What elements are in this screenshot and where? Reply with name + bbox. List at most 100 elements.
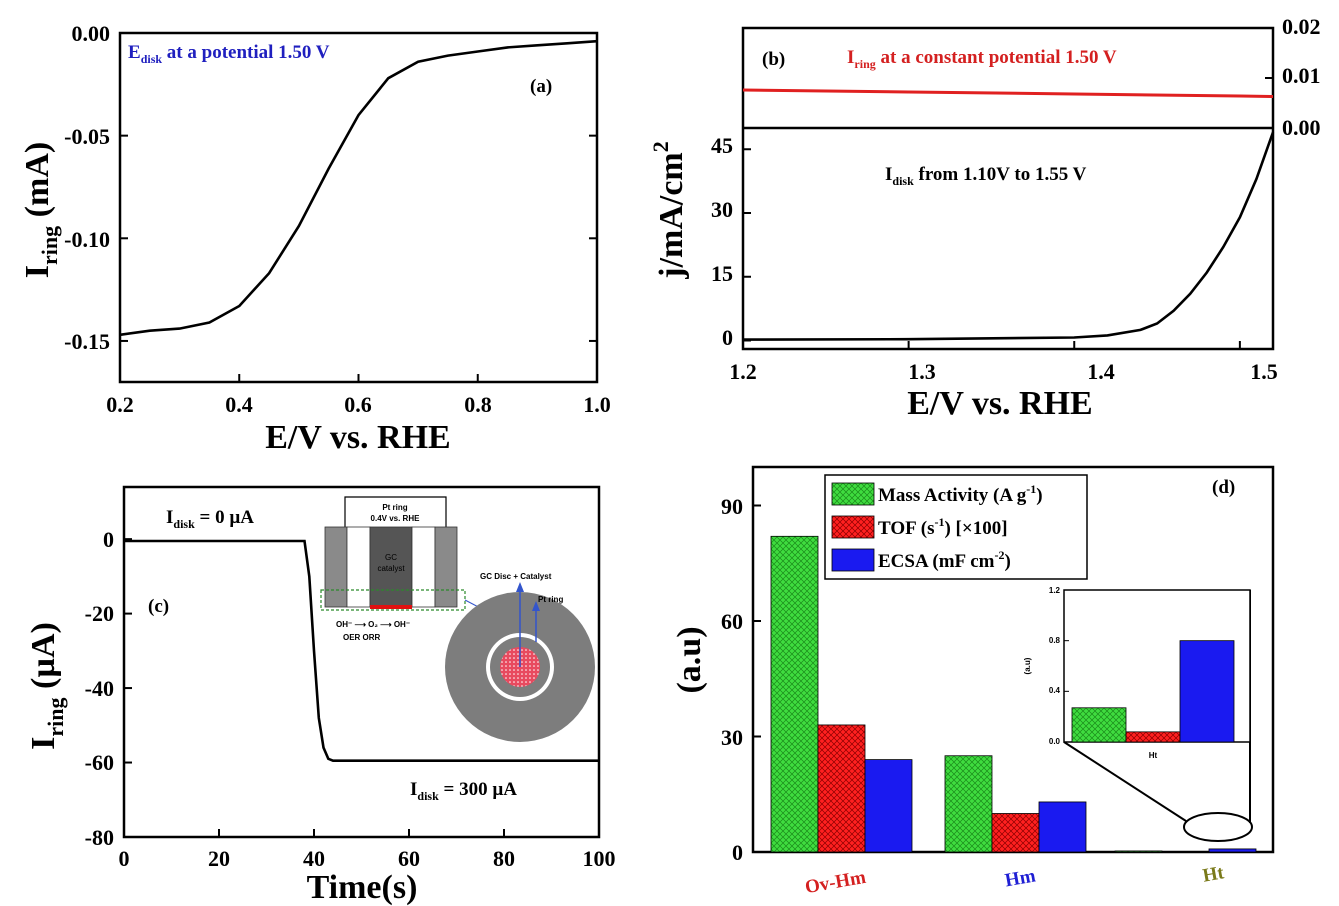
panel-d-inset: 0.0 0.4 0.8 1.2 (a.u) Ht	[1023, 586, 1251, 760]
panel-d-y-tick: 60	[721, 609, 743, 634]
panel-c-x-tick: 40	[303, 846, 325, 871]
bar-ov-hm-0	[770, 535, 819, 853]
panel-a-annotation: Edisk at a potential 1.50 V	[128, 42, 330, 66]
inset-electrode-left-gap	[346, 526, 371, 608]
panel-a-x-tick: 0.4	[225, 392, 253, 417]
inset-disc-pt-ring-label: Pt ring	[538, 595, 563, 604]
electrode-schematic-inset: Pt ring 0.4V vs. RHE GC catalyst OH⁻ ⟶ O…	[320, 496, 595, 742]
panel-d-y-tick-labels: 0 30 60 90	[721, 494, 743, 865]
inset-y-tick: 0.8	[1049, 636, 1061, 645]
panel-a: 0.2 0.4 0.6 0.8 1.0 -0.15 -0.10 -0.05 0.…	[19, 21, 611, 456]
inset-ring-potential-label: 0.4V vs. RHE	[371, 514, 421, 523]
panel-a-y-tick: -0.10	[64, 227, 110, 252]
panel-a-y-tick: -0.15	[64, 329, 110, 354]
panel-c-y-tick: -80	[85, 825, 114, 850]
inset-y-tick-labels: 0.0 0.4 0.8 1.2	[1049, 586, 1061, 746]
panel-c-x-tick: 80	[493, 846, 515, 871]
panel-a-y-axis-title: Iring (mA)	[19, 142, 62, 278]
inset-electrode-right-gap	[411, 526, 436, 608]
inset-category-label: Ht	[1149, 751, 1158, 760]
panel-a-x-tick-labels: 0.2 0.4 0.6 0.8 1.0	[106, 392, 611, 417]
panel-b-y-tick-labels-left: 0 15 30 45	[711, 133, 733, 350]
panel-c-series-line	[124, 539, 599, 762]
panel-d-category-label: Hm	[1003, 865, 1037, 891]
inset-electrode-core	[369, 526, 413, 608]
panel-d-category-labels: Ov-Hm Hm Ht	[803, 862, 1226, 898]
panel-b-y-tick-labels-right: 0.00 0.01 0.02	[1282, 14, 1321, 140]
bar-ht-0	[1114, 850, 1163, 853]
panel-c-y-axis-title: Iring (µA)	[25, 622, 68, 750]
panel-c-y-tick: -60	[85, 750, 114, 775]
bar-ov-hm-1	[817, 724, 866, 853]
panel-d-legend: Mass Activity (A g-1) TOF (s-1) [×100] E…	[824, 474, 1088, 580]
panel-a-y-tick: -0.05	[64, 124, 110, 149]
panel-a-y-tick: 0.00	[72, 21, 111, 46]
inset-diffusion-box	[320, 589, 466, 611]
panel-c: 0 20 40 60 80 100 -80 -60 -40 -20 0 Time…	[25, 485, 616, 906]
panel-b: 1.2 1.3 1.4 1.5 0 15 30 45 0.00 0.01 0.0…	[648, 14, 1321, 422]
panel-c-label-idisk-0: Idisk = 0 µA	[166, 507, 254, 531]
panel-d-label: (d)	[1212, 477, 1235, 498]
panel-c-ticks	[123, 538, 600, 838]
inset-electrode-right-outer	[434, 526, 458, 608]
panel-d-category-label: Ov-Hm	[803, 867, 867, 898]
legend-label-tof: TOF (s-1) [×100]	[878, 515, 1008, 539]
panel-c-x-tick: 100	[583, 846, 616, 871]
inset-pt-ring-label: Pt ring	[382, 503, 407, 512]
legend-swatch-tof	[831, 515, 875, 539]
panel-d-zoom-ellipse	[1183, 812, 1253, 842]
panel-d-y-tick: 0	[732, 840, 743, 865]
panel-b-label: (b)	[762, 49, 785, 70]
panel-c-y-tick: -20	[85, 601, 114, 626]
panel-c-label-idisk-300: Idisk = 300 µA	[410, 779, 517, 803]
bar-hm-0	[944, 755, 993, 853]
panel-a-x-tick: 0.6	[344, 392, 372, 417]
panel-d-y-tick: 90	[721, 494, 743, 519]
panel-d-ticks	[753, 504, 761, 853]
panel-d-zoom-line-left	[1063, 741, 1187, 822]
panel-c-y-tick: 0	[103, 527, 114, 552]
inset-reaction-type-label: OER ORR	[343, 633, 381, 642]
panel-b-ring-line	[742, 88, 1274, 98]
bar-ht-1	[1161, 851, 1210, 853]
inset-bar-0	[1071, 707, 1127, 743]
inset-reaction-label: OH⁻ ⟶ O₂ ⟶ OH⁻	[336, 620, 410, 629]
panel-a-series-line	[119, 39, 598, 337]
panel-c-x-tick-labels: 0 20 40 60 80 100	[119, 846, 616, 871]
panel-b-ring-y-tick: 0.02	[1282, 14, 1321, 39]
inset-ring-arrow-head	[532, 601, 540, 611]
panel-b-ticks	[742, 27, 1273, 349]
panel-b-ring-y-tick: 0.00	[1282, 115, 1321, 140]
panel-c-x-axis-title: Time(s)	[307, 869, 418, 906]
panel-a-x-tick: 0.2	[106, 392, 134, 417]
panel-b-frame	[741, 26, 1275, 351]
panel-b-x-tick-labels: 1.2 1.3 1.4 1.5	[729, 359, 1278, 384]
panel-d-category-label: Ht	[1201, 862, 1226, 886]
bar-hm-2	[1038, 801, 1087, 853]
panel-d: 0 30 60 90 (a.u) (d) Ov-Hm Hm Ht Mass Ac…	[671, 465, 1275, 898]
panel-b-x-tick: 1.3	[908, 359, 936, 384]
inset-gc-label: GC	[385, 553, 397, 562]
panel-a-y-tick-labels: -0.15 -0.10 -0.05 0.00	[64, 21, 110, 354]
inset-y-axis-title: (a.u)	[1023, 657, 1032, 674]
panel-c-frame	[122, 485, 601, 839]
panel-a-label: (a)	[530, 76, 552, 97]
panel-b-x-tick: 1.2	[729, 359, 757, 384]
panel-c-y-tick: -40	[85, 676, 114, 701]
inset-y-tick: 1.2	[1049, 586, 1061, 595]
inset-disc-arrow-head	[516, 582, 524, 592]
panel-b-x-tick: 1.4	[1087, 359, 1115, 384]
bar-ov-hm-2	[864, 759, 913, 853]
panel-b-y-axis-title: j/mA/cm2	[648, 141, 690, 280]
panel-c-x-tick: 20	[208, 846, 230, 871]
panel-c-x-tick: 60	[398, 846, 420, 871]
legend-swatch-ecsa	[831, 548, 875, 572]
panel-b-disk-line	[742, 131, 1275, 341]
legend-label-ecsa: ECSA (mF cm-2)	[878, 548, 1011, 572]
panel-d-y-axis-title: (a.u)	[671, 626, 708, 693]
panel-d-y-tick: 30	[721, 725, 743, 750]
panel-a-frame	[118, 31, 599, 384]
inset-y-tick: 0.0	[1049, 737, 1061, 746]
panel-b-y-tick: 0	[722, 325, 733, 350]
